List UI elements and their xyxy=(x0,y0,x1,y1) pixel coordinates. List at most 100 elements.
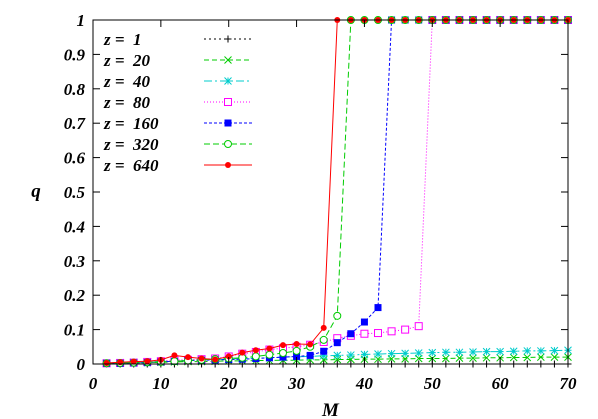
legend-item: z = 80 xyxy=(103,93,252,112)
data-point xyxy=(482,353,491,362)
x-tick-label: 0 xyxy=(89,374,98,393)
legend-label: z = 320 xyxy=(103,135,159,154)
data-point xyxy=(387,349,396,358)
data-point xyxy=(333,311,342,320)
y-tick-label: 0.1 xyxy=(64,321,85,340)
data-point xyxy=(144,358,151,365)
data-point xyxy=(374,329,382,338)
data-point xyxy=(496,347,504,356)
data-point xyxy=(266,345,273,352)
data-point xyxy=(280,342,286,349)
data-point xyxy=(455,348,464,357)
data-point xyxy=(360,329,369,338)
data-point xyxy=(482,347,491,356)
data-point xyxy=(279,353,287,361)
data-point xyxy=(185,354,191,361)
legend-swatch-marker xyxy=(224,77,232,85)
y-axis-title: q xyxy=(31,181,41,202)
data-point xyxy=(347,351,355,359)
y-tick-label: 0.6 xyxy=(64,149,86,168)
legend-swatch-marker xyxy=(225,162,231,168)
legend-label: z = 1 xyxy=(103,30,142,49)
data-point xyxy=(469,354,477,363)
legend-label: z = 640 xyxy=(103,156,159,175)
legend-item: z = 160 xyxy=(103,114,252,133)
series-5 xyxy=(102,16,572,368)
legend: z = 1 z = 20 z = 40 z = 80 z = 160 z = 320 z =… xyxy=(103,30,252,175)
data-point xyxy=(401,325,410,334)
y-tick-label: 0.3 xyxy=(64,252,86,271)
data-point xyxy=(401,354,409,363)
data-point xyxy=(442,354,450,363)
data-point xyxy=(306,351,314,359)
data-point xyxy=(333,351,342,360)
legend-label: z = 20 xyxy=(103,51,151,70)
x-tick-label: 20 xyxy=(219,374,238,393)
y-tick-label: 0.8 xyxy=(64,80,86,99)
data-point xyxy=(103,359,110,366)
series-line xyxy=(106,356,568,364)
series-layer xyxy=(102,16,572,368)
legend-swatch-marker xyxy=(224,56,232,64)
data-point xyxy=(509,353,518,362)
series-line xyxy=(106,19,568,364)
data-point xyxy=(523,347,532,355)
data-point xyxy=(307,341,314,348)
data-point xyxy=(442,348,450,357)
data-point xyxy=(414,349,423,357)
legend-swatch-marker xyxy=(224,98,232,106)
x-tick-label: 10 xyxy=(152,374,170,393)
data-point xyxy=(374,304,382,312)
data-point xyxy=(293,352,301,360)
x-tick-label: 70 xyxy=(560,374,578,393)
data-point xyxy=(292,346,301,355)
data-point xyxy=(509,347,518,356)
data-point xyxy=(279,348,287,357)
data-point xyxy=(414,354,423,363)
data-point xyxy=(550,353,559,361)
y-tick-label: 1 xyxy=(77,11,86,30)
data-point xyxy=(252,347,259,354)
data-point xyxy=(198,355,205,362)
data-point xyxy=(293,341,300,348)
data-point xyxy=(537,353,545,361)
data-point xyxy=(265,350,274,359)
data-point xyxy=(360,318,368,326)
x-tick-label: 30 xyxy=(287,374,306,393)
legend-item: z = 20 xyxy=(103,51,252,70)
legend-swatch-marker xyxy=(224,140,232,148)
data-point xyxy=(387,327,396,336)
y-tick-label: 0.7 xyxy=(64,114,87,133)
legend-label: z = 80 xyxy=(103,93,151,112)
legend-swatch-marker xyxy=(224,119,232,127)
legend-item: z = 1 xyxy=(103,30,252,49)
y-tick-label: 0.4 xyxy=(64,217,85,236)
data-point xyxy=(550,346,559,355)
data-point xyxy=(414,322,423,331)
data-point xyxy=(251,352,260,361)
legend-swatch-marker xyxy=(224,35,232,43)
series-6 xyxy=(103,17,571,366)
data-point xyxy=(320,324,327,331)
ticks-layer: 0 10 20 30 40 50 60 70 0 0.1 0.2 0.3 0.4 0.5 0.6 0.7 0.8… xyxy=(64,11,577,393)
data-point xyxy=(239,349,246,356)
data-point xyxy=(455,354,464,363)
data-point xyxy=(333,339,341,347)
data-point xyxy=(360,350,369,359)
data-point xyxy=(171,352,178,359)
plot-frame xyxy=(92,19,569,365)
data-point xyxy=(319,351,328,360)
data-point xyxy=(401,349,409,358)
data-point xyxy=(212,356,219,363)
data-point xyxy=(320,347,328,355)
x-tick-label: 40 xyxy=(355,374,374,393)
x-axis-title: M xyxy=(321,400,340,419)
data-point xyxy=(374,350,382,358)
data-point xyxy=(347,330,355,338)
series-line xyxy=(106,19,568,364)
legend-label: z = 40 xyxy=(103,72,151,91)
data-point xyxy=(130,358,137,365)
data-point xyxy=(319,335,328,344)
series-line xyxy=(106,19,568,364)
